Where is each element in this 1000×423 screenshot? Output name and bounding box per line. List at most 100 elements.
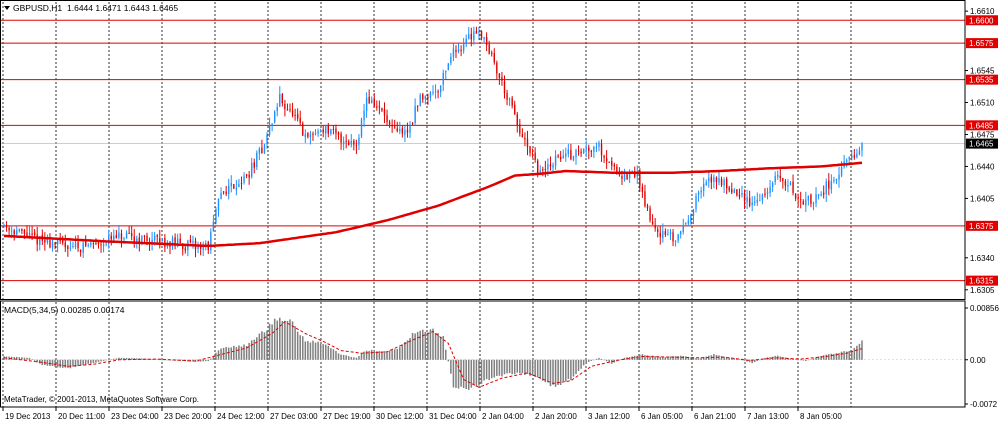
candle-body	[258, 148, 261, 154]
candle-body	[161, 238, 164, 242]
candle-body	[13, 230, 15, 235]
macd-bar	[447, 359, 450, 362]
macd-signal-line	[3, 321, 863, 388]
macd-bar	[812, 358, 815, 360]
candle-body	[355, 145, 358, 147]
candle-body	[600, 143, 603, 156]
macd-bar	[21, 357, 23, 360]
candle-body	[715, 177, 718, 182]
macd-bar	[654, 356, 656, 360]
macd-bar	[633, 355, 636, 360]
candle-body	[728, 187, 730, 191]
level-tag	[966, 220, 998, 231]
macd-bar	[524, 359, 526, 375]
candle-body	[156, 235, 158, 237]
macd-bar	[828, 354, 830, 360]
candle-body	[240, 182, 243, 184]
macd-panel-frame	[0, 300, 966, 408]
candle-body	[475, 30, 478, 34]
price-level-tags: 1.6600 1.6575 1.6535 1.6485 1.6375 1.6315 1.64…	[966, 15, 998, 286]
macd-bar	[388, 350, 391, 360]
candle-body	[74, 242, 77, 248]
macd-bar	[238, 345, 240, 360]
candle-body	[230, 183, 232, 187]
macd-bar	[667, 356, 669, 360]
macd-bar	[212, 355, 215, 360]
candle-body	[720, 178, 723, 186]
macd-bar	[646, 355, 649, 360]
candle-body	[838, 174, 840, 180]
candle-body	[429, 92, 432, 98]
macd-bar	[723, 356, 725, 360]
macd-bar	[233, 345, 235, 360]
macd-bar	[225, 347, 227, 360]
copyright-text: MetaTrader, © 2001-2013, MetaQuotes Soft…	[4, 395, 199, 404]
macd-bar	[358, 356, 360, 360]
candle-body	[56, 238, 59, 245]
candle-body	[128, 232, 130, 234]
candle-body	[256, 152, 258, 167]
macd-bar	[146, 358, 148, 360]
macd-bar	[764, 357, 766, 360]
candle-body	[590, 151, 593, 153]
price-tick-label: 1.6405	[970, 194, 995, 203]
macd-bar	[746, 359, 748, 362]
macd-bar	[692, 357, 695, 360]
macd-bar	[508, 359, 511, 374]
candle-body	[197, 245, 199, 249]
candle-body	[424, 96, 427, 99]
candle-body	[769, 186, 771, 193]
candle-body	[853, 155, 856, 158]
macd-bar	[460, 359, 462, 387]
macd-tick-label: 0.00856	[970, 304, 999, 313]
candle-body	[815, 194, 817, 204]
candle-body	[228, 185, 230, 195]
macd-bar	[439, 337, 442, 360]
symbol-dropdown-icon[interactable]	[4, 6, 10, 10]
candle-body	[422, 94, 424, 100]
candle-body	[335, 128, 337, 134]
macd-bar	[161, 359, 164, 361]
macd-bar	[728, 357, 730, 360]
macd-bar	[580, 359, 582, 369]
candle-body	[833, 179, 835, 182]
candle-body	[636, 171, 638, 177]
macd-bar	[411, 332, 414, 360]
candle-body	[192, 241, 194, 243]
candle-body	[845, 160, 848, 162]
candle-body	[437, 91, 439, 93]
candle-body	[358, 137, 360, 145]
macd-bar	[702, 357, 705, 360]
candle-body	[858, 150, 861, 155]
candle-body	[792, 181, 794, 194]
macd-bar	[549, 359, 552, 387]
level-tag-label: 1.6485	[969, 121, 994, 130]
candle-body	[284, 103, 286, 110]
macd-bar	[858, 343, 861, 360]
macd-bar	[314, 342, 317, 360]
candle-body	[317, 131, 319, 134]
candle-body	[511, 98, 513, 106]
macd-bar	[720, 355, 723, 360]
chart-ohlc: 1.6444 1.6471 1.6443 1.6465	[67, 3, 178, 13]
candle-body	[588, 147, 590, 152]
macd-bar	[536, 359, 539, 378]
candle-body	[457, 49, 460, 52]
candle-body	[800, 199, 802, 201]
macd-bar	[830, 353, 833, 360]
macd-bar	[95, 359, 97, 363]
price-axis: 1.6610 1.6545 1.6510 1.6475 1.6440 1.6405 1.63…	[965, 7, 995, 295]
time-tick-label: 20 Dec 11:00	[58, 412, 106, 421]
price-tick-label: 1.6440	[970, 162, 995, 171]
macd-bar	[82, 359, 84, 366]
macd-bar	[644, 355, 646, 360]
macd-bar	[199, 359, 202, 362]
macd-bar	[656, 356, 659, 360]
candle-body	[151, 239, 153, 244]
candle-body	[307, 133, 309, 137]
candle-body	[332, 129, 335, 131]
macd-bar	[807, 359, 810, 361]
candle-body	[593, 146, 595, 152]
